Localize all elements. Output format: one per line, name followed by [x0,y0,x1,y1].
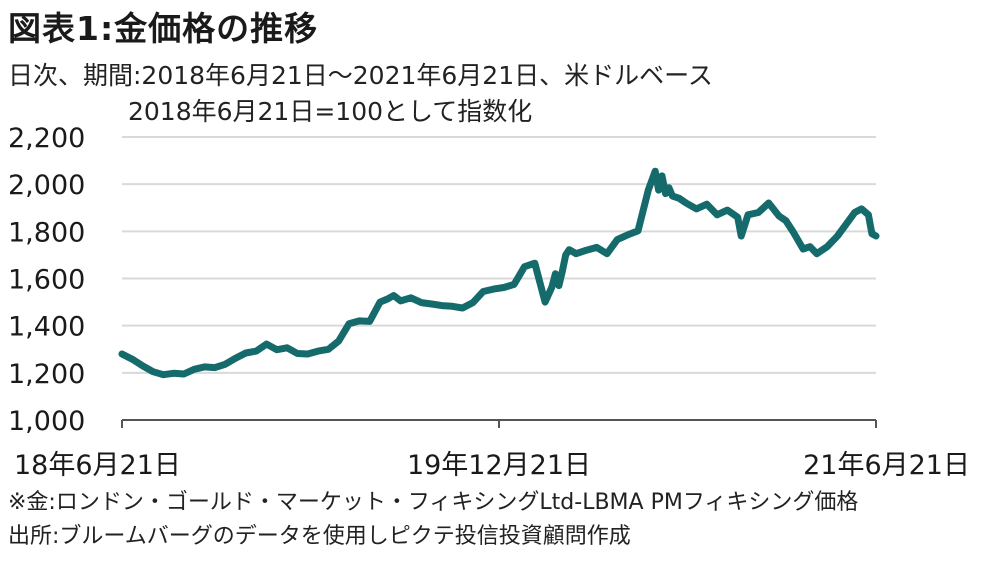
x-axis-tick-labels: 18年6月21日 19年12月21日 21年6月21日 [14,450,970,481]
y-axis-tick-labels: 1,000 1,200 1,400 1,600 1,800 2,000 2,200 [8,123,85,437]
y-tick-label: 1,000 [8,406,85,437]
gridlines [122,136,876,374]
gold-price-series-line [118,167,880,379]
chart-title: 図表1:金価格の推移 [8,9,319,48]
x-axis [121,419,877,428]
series-layer [118,167,880,379]
y-tick-label: 1,200 [8,359,85,390]
x-tick-label: 19年12月21日 [407,450,591,481]
y-tick-label: 1,400 [8,312,85,343]
y-tick-label: 1,800 [8,217,85,248]
y-tick-label: 1,600 [8,265,85,296]
source-note: 出所:ブルームバーグのデータを使用しピクテ投信投資顧問作成 [8,524,631,549]
y-tick-label: 2,000 [8,170,85,201]
y-tick-label: 2,200 [8,123,85,154]
x-tick-label: 21年6月21日 [803,450,970,481]
x-tick-label: 18年6月21日 [14,450,181,481]
chart-index-note: 2018年6月21日=100として指数化 [128,97,533,126]
chart-subtitle: 日次、期間:2018年6月21日〜2021年6月21日、米ドルベース [8,61,713,90]
footnote: ※金:ロンドン・ゴールド・マーケット・フィキシングLtd-LBMA PMフィキシ… [8,490,859,515]
